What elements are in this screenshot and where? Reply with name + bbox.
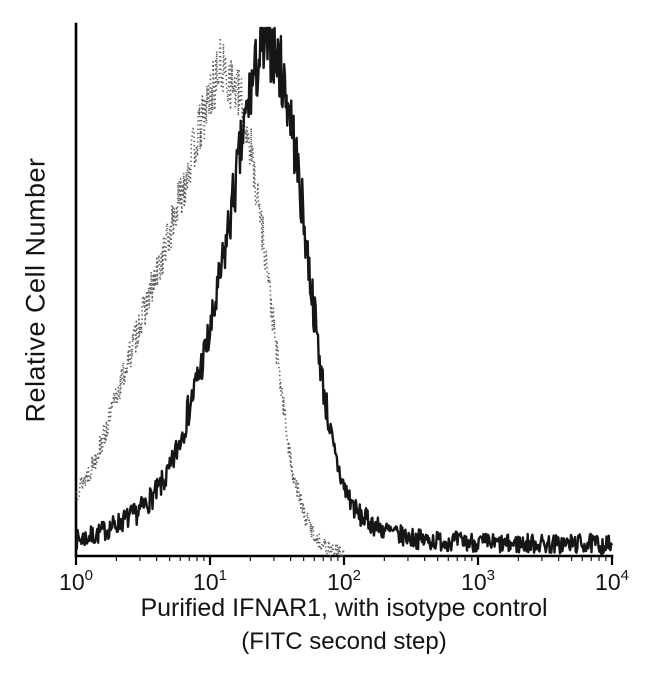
x-tick-label: 102 bbox=[327, 567, 361, 595]
axis-lines bbox=[74, 22, 614, 558]
y-axis-label: Relative Cell Number bbox=[20, 157, 51, 423]
series-dotted-curve bbox=[75, 36, 345, 557]
x-tick-label: 101 bbox=[193, 567, 227, 595]
x-axis-ticks bbox=[74, 556, 614, 565]
x-tick-label: 100 bbox=[59, 567, 93, 595]
x-axis-label-line1: Purified IFNAR1, with isotype control bbox=[140, 594, 548, 622]
series-solid-curve bbox=[75, 26, 614, 556]
x-tick-label: 104 bbox=[595, 567, 629, 595]
x-axis-tick-labels: 100 101 102 103 104 bbox=[59, 567, 629, 595]
axes bbox=[74, 22, 614, 558]
histogram-curves bbox=[75, 26, 614, 557]
x-tick-label: 103 bbox=[461, 567, 495, 595]
x-axis-label-line2: (FITC second step) bbox=[241, 628, 447, 655]
